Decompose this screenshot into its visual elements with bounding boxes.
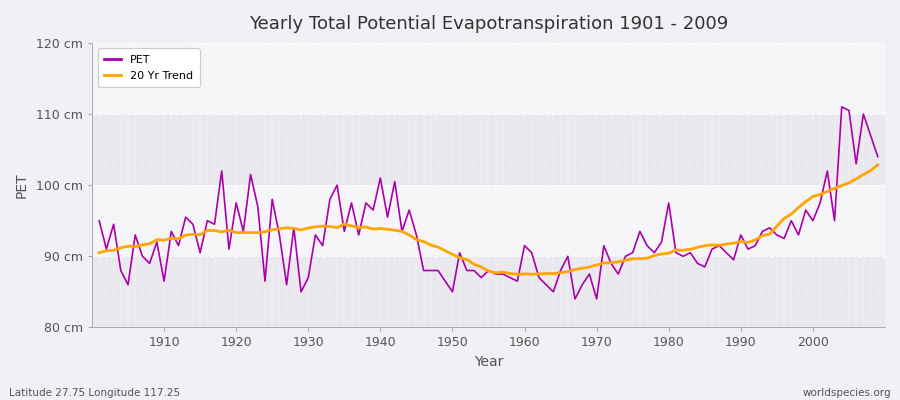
Bar — [92, 256, 885, 328]
Title: Yearly Total Potential Evapotranspiration 1901 - 2009: Yearly Total Potential Evapotranspiratio… — [249, 15, 728, 33]
X-axis label: Year: Year — [473, 355, 503, 369]
Text: worldspecies.org: worldspecies.org — [803, 388, 891, 398]
Bar — [92, 114, 885, 185]
Bar — [92, 185, 885, 256]
Y-axis label: PET: PET — [15, 172, 29, 198]
Text: Latitude 27.75 Longitude 117.25: Latitude 27.75 Longitude 117.25 — [9, 388, 180, 398]
Legend: PET, 20 Yr Trend: PET, 20 Yr Trend — [97, 48, 200, 87]
Bar — [92, 43, 885, 114]
